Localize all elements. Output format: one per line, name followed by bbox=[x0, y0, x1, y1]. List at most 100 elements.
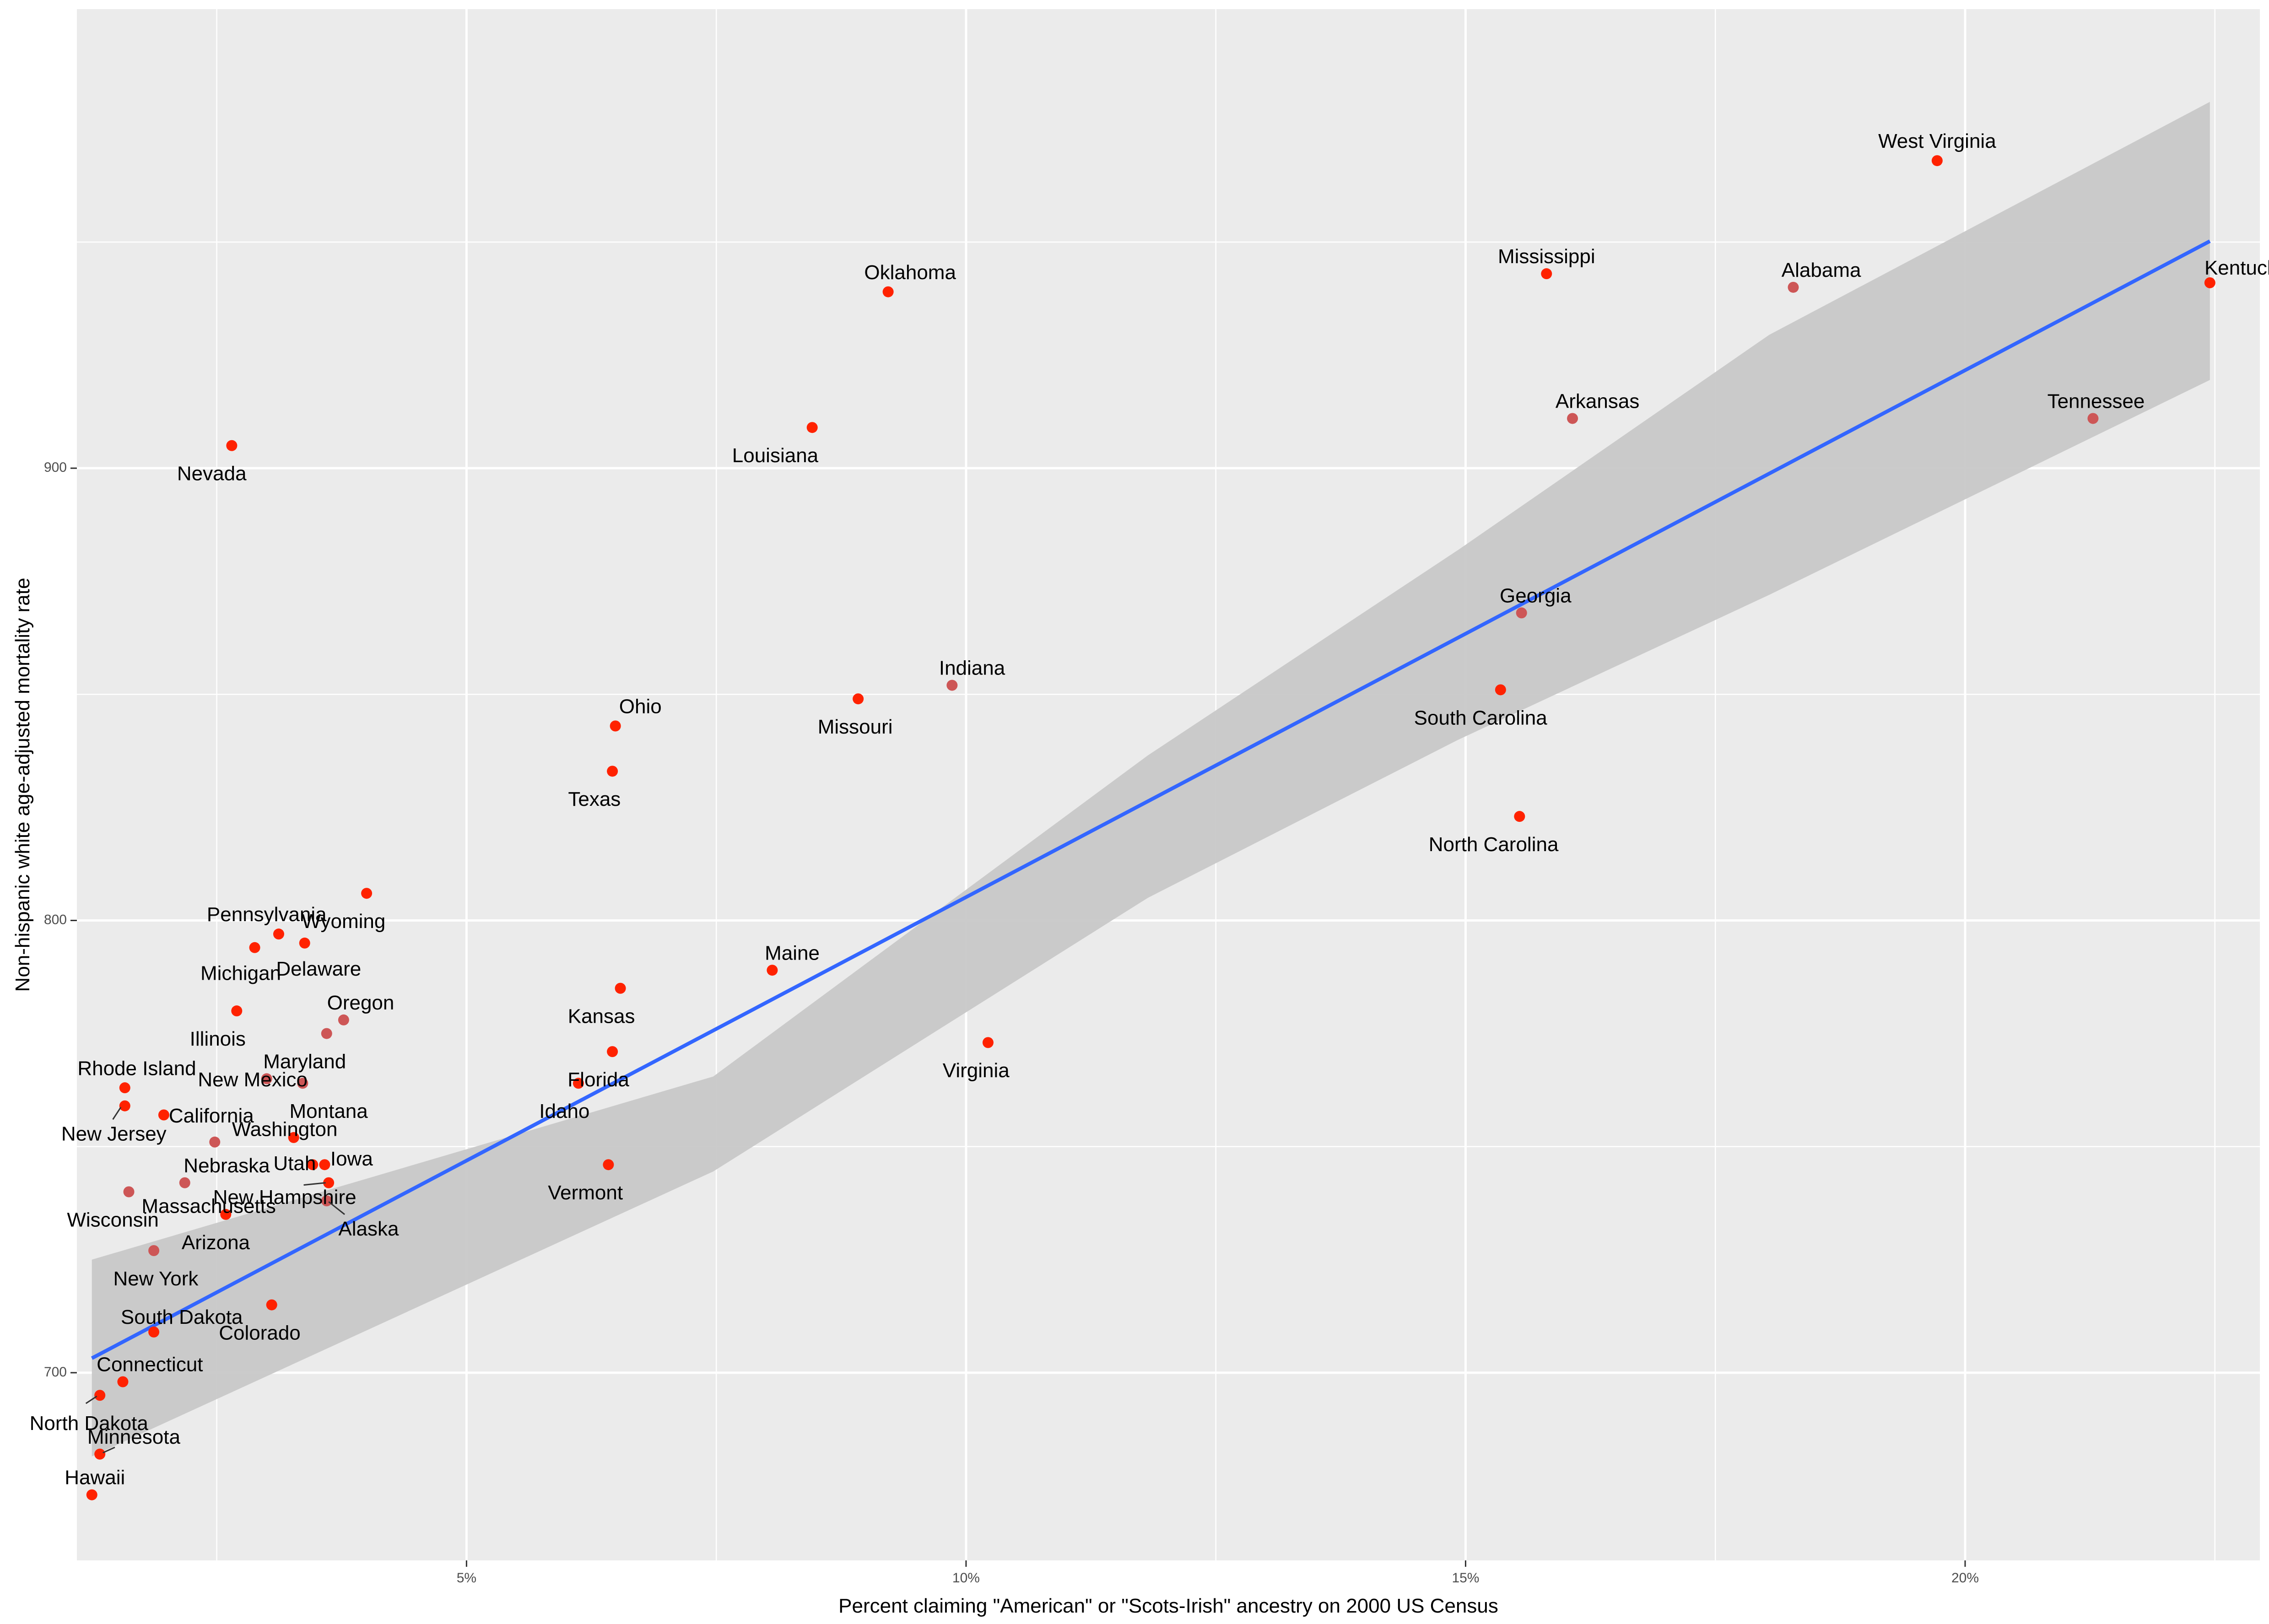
data-point bbox=[1495, 684, 1506, 696]
data-point bbox=[319, 1159, 330, 1171]
point-label: Nevada bbox=[177, 463, 247, 485]
data-point bbox=[1567, 413, 1578, 424]
point-label: Georgia bbox=[1500, 584, 1572, 607]
data-point bbox=[1788, 281, 1799, 293]
point-label: Arkansas bbox=[1556, 390, 1639, 412]
point-label: Maine bbox=[765, 942, 820, 964]
data-point bbox=[266, 1299, 277, 1311]
data-point bbox=[607, 766, 618, 777]
fit-line bbox=[91, 239, 2211, 1360]
data-point bbox=[2087, 413, 2099, 424]
data-point bbox=[123, 1186, 135, 1198]
point-label: New Mexico bbox=[198, 1068, 308, 1091]
data-point bbox=[321, 1195, 332, 1207]
point-label: Louisiana bbox=[732, 444, 819, 467]
point-label: Missouri bbox=[818, 716, 893, 738]
point-label: Connecticut bbox=[97, 1354, 203, 1376]
point-label: Ohio bbox=[619, 696, 662, 718]
data-points bbox=[86, 155, 2215, 1500]
data-point bbox=[882, 286, 894, 297]
point-label: Wyoming bbox=[302, 910, 385, 933]
data-point bbox=[603, 1159, 614, 1171]
x-tick-label: 10% bbox=[952, 1570, 980, 1586]
point-label: Kansas bbox=[568, 1005, 635, 1028]
x-axis-ticks: 5% 10% 15% 20% bbox=[457, 1560, 1979, 1586]
data-point bbox=[249, 942, 260, 953]
point-label: New York bbox=[113, 1268, 199, 1290]
data-point bbox=[299, 937, 310, 949]
data-point bbox=[806, 422, 818, 433]
point-label: Massachusetts bbox=[141, 1195, 276, 1218]
data-point bbox=[361, 888, 373, 899]
label-leader-line bbox=[328, 1201, 345, 1215]
data-point bbox=[1931, 155, 1943, 167]
point-label: Illinois bbox=[190, 1028, 246, 1050]
data-point bbox=[982, 1037, 994, 1048]
data-point bbox=[607, 1046, 618, 1057]
major-gridlines bbox=[77, 9, 2260, 1560]
data-point bbox=[1541, 268, 1552, 280]
point-label: Nebraska bbox=[184, 1155, 270, 1177]
point-label: Utah bbox=[273, 1152, 316, 1175]
data-point bbox=[610, 720, 621, 732]
point-label: Oregon bbox=[327, 992, 394, 1014]
point-label: Idaho bbox=[539, 1100, 589, 1122]
data-point bbox=[297, 1078, 308, 1089]
data-point bbox=[119, 1082, 130, 1094]
data-point bbox=[288, 1132, 299, 1143]
data-point bbox=[307, 1159, 319, 1171]
data-point bbox=[273, 928, 284, 940]
data-point bbox=[338, 1014, 349, 1025]
y-axis-ticks: 700 800 900 bbox=[44, 460, 77, 1380]
label-leader-line bbox=[103, 1446, 115, 1454]
point-label: Montana bbox=[290, 1100, 368, 1122]
data-point bbox=[1516, 607, 1527, 619]
data-point bbox=[220, 1209, 232, 1220]
point-label: Hawaii bbox=[65, 1467, 125, 1489]
data-point bbox=[615, 982, 626, 994]
point-label: Maryland bbox=[263, 1050, 346, 1073]
data-point bbox=[321, 1028, 332, 1039]
point-label: Virginia bbox=[943, 1059, 1010, 1082]
point-label: Rhode Island bbox=[77, 1057, 196, 1079]
data-point bbox=[231, 1005, 243, 1017]
point-label: Minnesota bbox=[87, 1426, 181, 1448]
y-axis-title: Non-hispanic white age-adjusted mortalit… bbox=[11, 578, 34, 992]
point-label: New Hampshire bbox=[213, 1186, 357, 1209]
point-label: Texas bbox=[568, 788, 621, 810]
y-tick-label: 900 bbox=[44, 460, 67, 475]
point-label: North Dakota bbox=[30, 1412, 149, 1435]
point-label: Pennsylvania bbox=[207, 903, 327, 926]
point-label: Alabama bbox=[1782, 259, 1861, 281]
point-label: Mississippi bbox=[1498, 245, 1595, 268]
x-tick-label: 20% bbox=[1951, 1570, 1979, 1586]
point-label: Michigan bbox=[200, 962, 281, 985]
data-point bbox=[261, 1073, 272, 1084]
label-leader-line bbox=[112, 1106, 122, 1120]
point-label: North Carolina bbox=[1429, 833, 1559, 856]
point-label: Washington bbox=[232, 1118, 338, 1141]
confidence-band-area bbox=[92, 102, 2210, 1457]
point-label: Alaska bbox=[338, 1218, 399, 1240]
point-label: Delaware bbox=[276, 958, 361, 980]
data-point bbox=[119, 1100, 130, 1111]
point-label: Florida bbox=[567, 1068, 629, 1091]
point-label: Colorado bbox=[219, 1322, 301, 1344]
point-label: Tennessee bbox=[2048, 390, 2145, 412]
point-label: Vermont bbox=[548, 1182, 623, 1204]
data-point bbox=[148, 1245, 160, 1256]
data-point bbox=[2204, 277, 2215, 288]
data-point bbox=[94, 1390, 106, 1401]
point-label: South Carolina bbox=[1414, 707, 1548, 729]
data-point bbox=[148, 1326, 160, 1338]
label-leader-line bbox=[85, 1395, 97, 1404]
point-label: Iowa bbox=[330, 1148, 373, 1170]
data-point bbox=[767, 965, 778, 976]
data-point bbox=[573, 1078, 584, 1089]
point-label: Kentucky bbox=[2204, 257, 2269, 279]
label-leader-line bbox=[303, 1182, 326, 1186]
point-labels: West Virginia Mississippi Alabama Kentucky O… bbox=[30, 130, 2269, 1489]
y-tick-label: 800 bbox=[44, 912, 67, 927]
data-point bbox=[117, 1376, 129, 1387]
